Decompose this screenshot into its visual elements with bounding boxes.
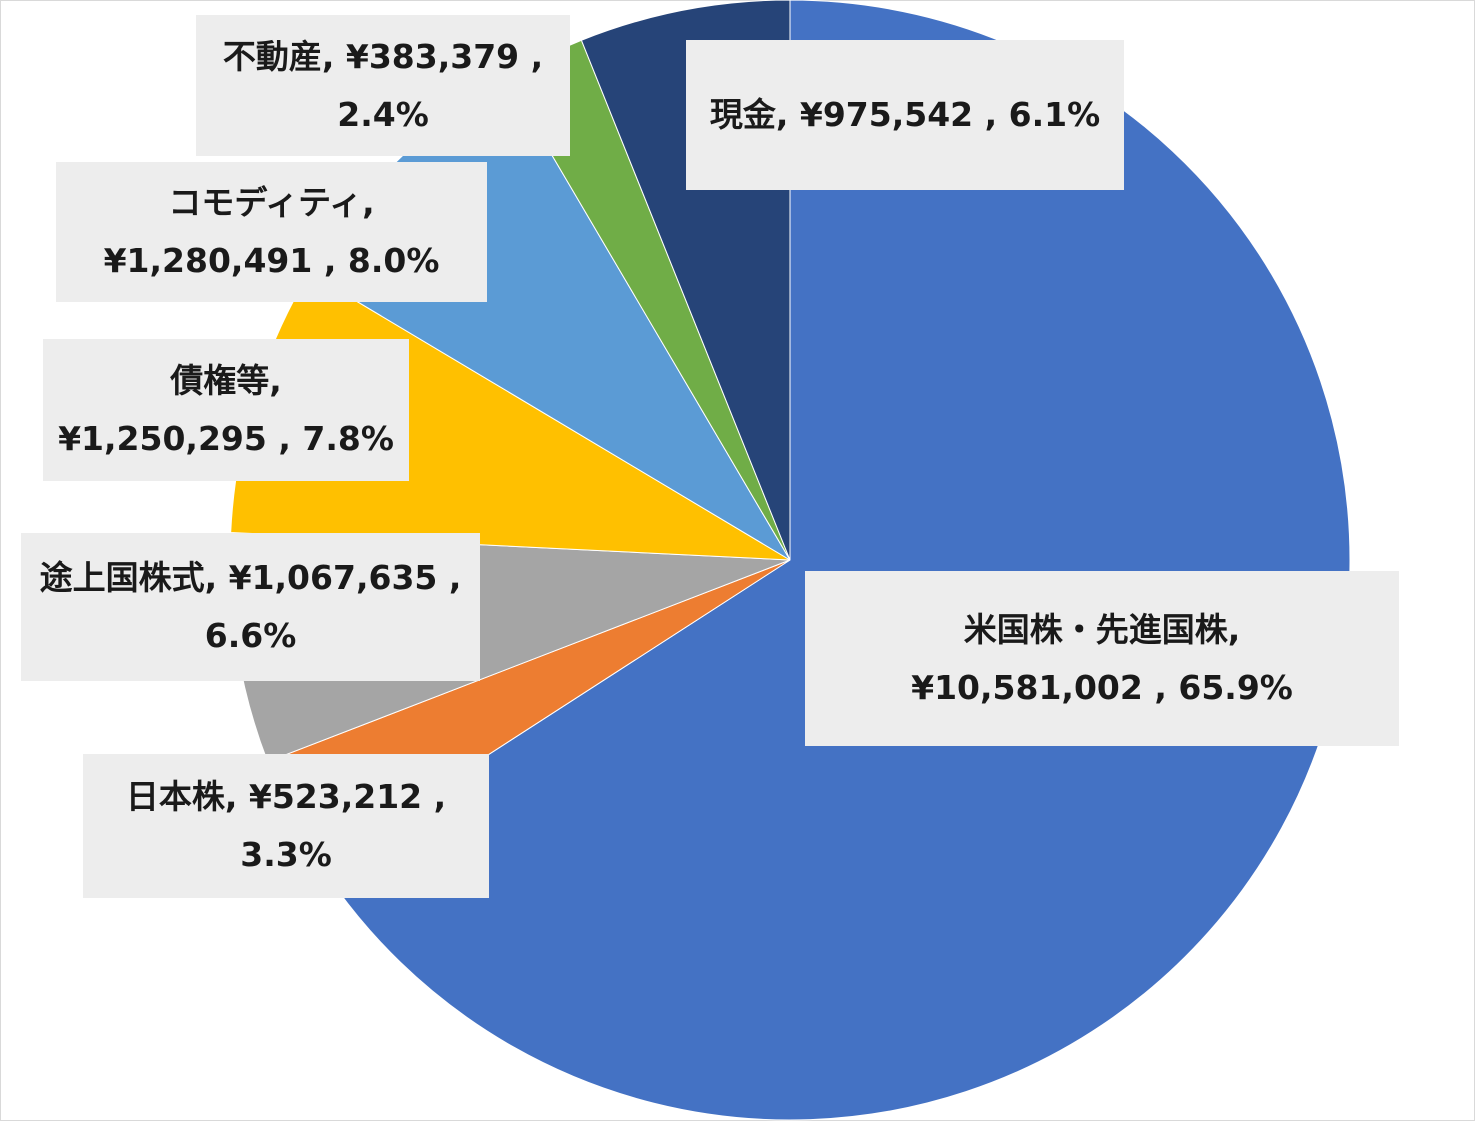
label-bonds: 債権等, ¥1,250,295 , 7.8% — [43, 339, 409, 481]
label-us-developed-stocks-line1: 米国株・先進国株, — [963, 609, 1241, 649]
label-japan-stocks-line1: 日本株, ¥523,212 , — [125, 777, 447, 816]
label-bonds-line1: 債権等, — [170, 361, 282, 400]
slice-us-developed-stocks — [318, 0, 1351, 1121]
label-cash-line1: 現金, ¥975,542 , 6.1% — [709, 95, 1101, 134]
label-us-developed-stocks: 米国株・先進国株, ¥10,581,002 , 65.9% — [805, 571, 1399, 746]
label-real-estate-line1: 不動産, ¥383,379 , — [222, 36, 544, 76]
label-emerging-stocks: 途上国株式, ¥1,067,635 , 6.6% — [21, 533, 480, 681]
label-real-estate: 不動産, ¥383,379 , 2.4% — [196, 15, 570, 156]
label-commodities-line2: ¥1,280,491 , 8.0% — [103, 241, 440, 280]
label-real-estate-line2: 2.4% — [337, 94, 429, 134]
label-japan-stocks: 日本株, ¥523,212 , 3.3% — [83, 754, 489, 898]
label-us-developed-stocks-line2: ¥10,581,002 , 65.9% — [911, 667, 1293, 707]
label-emerging-stocks-line1: 途上国株式, ¥1,067,635 , — [39, 558, 462, 597]
label-japan-stocks-line2: 3.3% — [240, 835, 332, 874]
label-commodities: コモディティ, ¥1,280,491 , 8.0% — [56, 162, 487, 302]
label-cash: 現金, ¥975,542 , 6.1% — [686, 40, 1124, 190]
label-emerging-stocks-line2: 6.6% — [204, 616, 297, 655]
label-bonds-line2: ¥1,250,295 , 7.8% — [58, 419, 394, 458]
label-commodities-line1: コモディティ, — [168, 183, 375, 222]
